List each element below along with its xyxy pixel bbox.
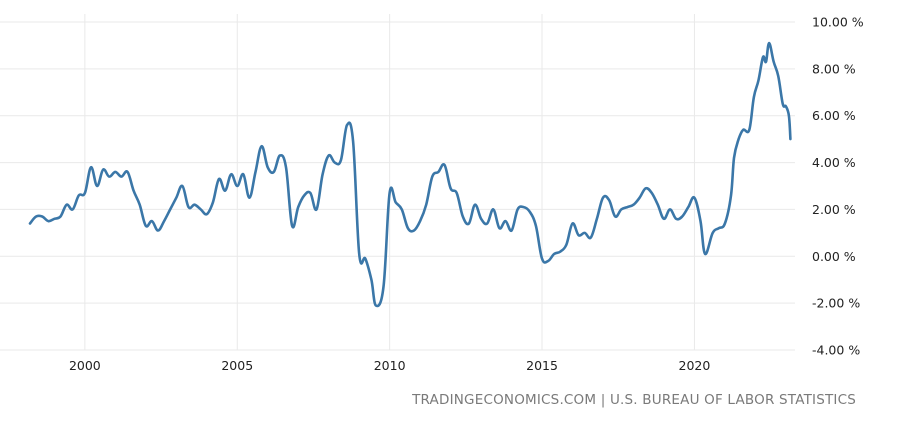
axis-layer: 10.00 % 8.00 % 6.00 % 4.00 % 2.00 % 0.00 % -2.… — [69, 15, 864, 374]
series-line — [28, 41, 792, 308]
y-tick-label: 0.00 % — [812, 249, 856, 264]
y-tick-label: 8.00 % — [812, 61, 856, 76]
y-tick-label: 2.00 % — [812, 202, 856, 217]
source-attribution: TRADINGECONOMICS.COM | U.S. BUREAU OF LA… — [412, 392, 856, 408]
x-tick-label: 2015 — [526, 358, 558, 373]
x-tick-label: 2010 — [374, 358, 406, 373]
x-tick-label: 2000 — [69, 358, 101, 373]
grid-layer — [0, 14, 795, 351]
y-tick-label: 6.00 % — [812, 108, 856, 123]
x-tick-label: 2020 — [679, 358, 711, 373]
y-tick-label: 10.00 % — [812, 15, 864, 30]
series-layer — [28, 41, 792, 308]
y-tick-label: -2.00 % — [812, 296, 860, 311]
x-tick-label: 2005 — [221, 358, 253, 373]
y-tick-label: 4.00 % — [812, 155, 856, 170]
y-tick-label: -4.00 % — [812, 343, 860, 358]
